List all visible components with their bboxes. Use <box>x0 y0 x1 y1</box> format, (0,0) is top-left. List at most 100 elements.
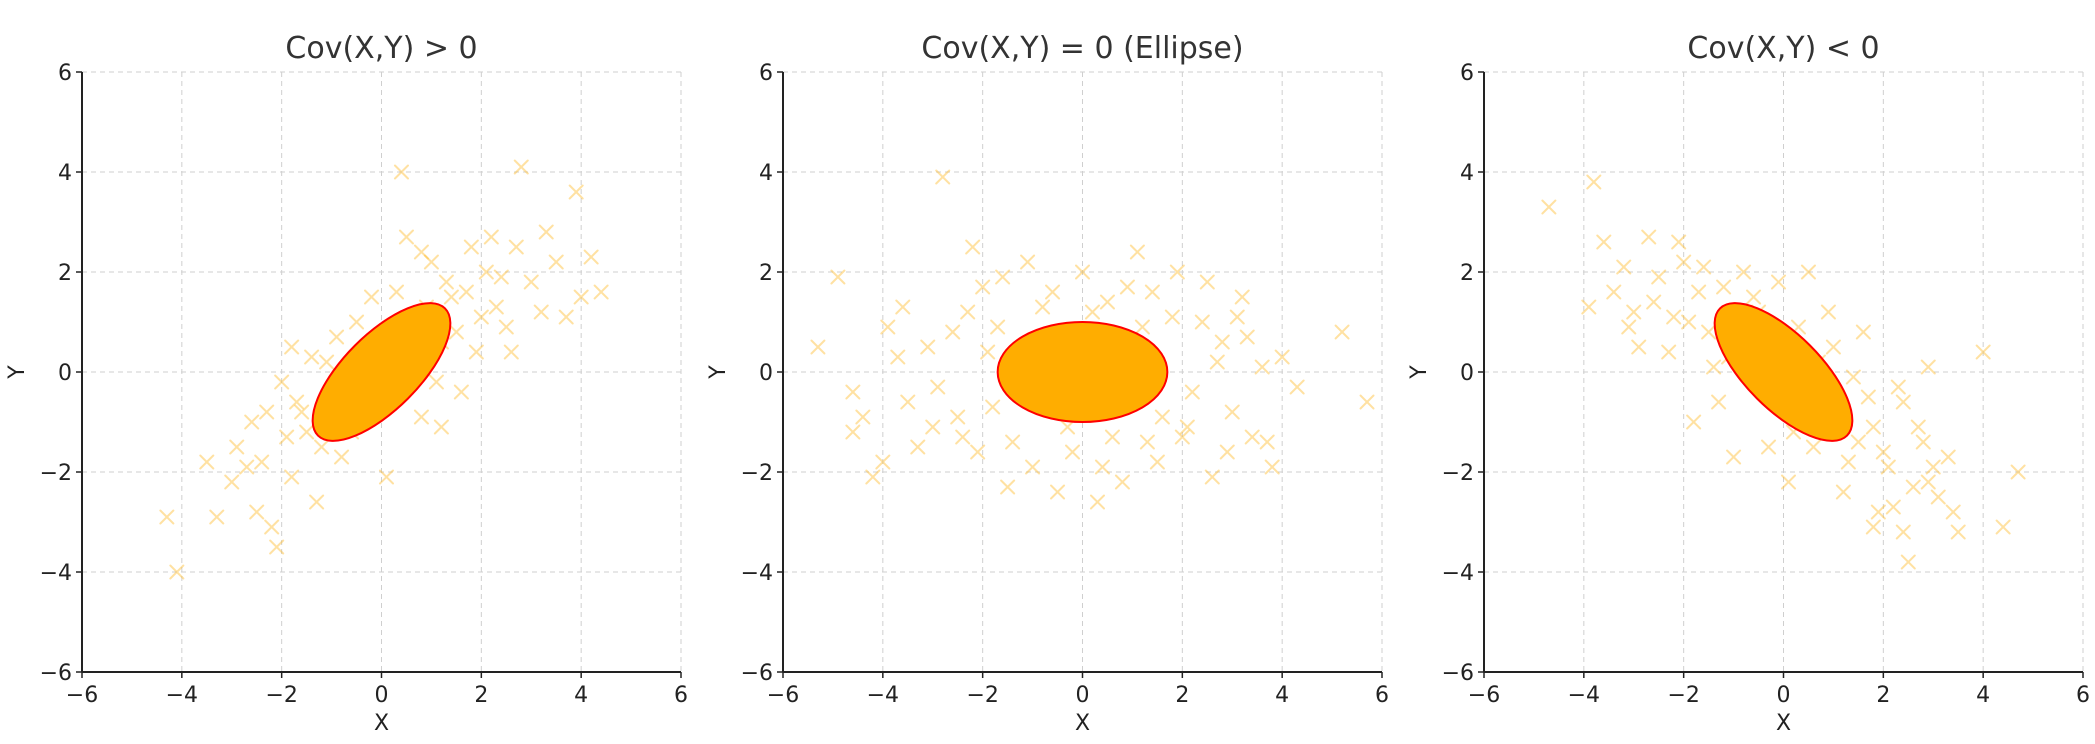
point-stroke <box>970 444 986 460</box>
point-stroke <box>1169 264 1185 280</box>
y-axis-label: Y <box>1407 365 1432 380</box>
scatter-point <box>2010 464 2026 480</box>
point-stroke <box>264 519 280 535</box>
scatter-point <box>1850 434 1866 450</box>
point-stroke <box>845 384 861 400</box>
point-stroke <box>1621 319 1637 335</box>
scatter-point <box>1711 394 1727 410</box>
point-stroke <box>523 274 539 290</box>
point-stroke <box>1179 419 1195 435</box>
point-stroke <box>830 269 846 285</box>
scatter-point <box>548 254 564 270</box>
y-tick-label: 6 <box>1460 61 1474 86</box>
scatter-point <box>413 409 429 425</box>
point-stroke <box>890 349 906 365</box>
point-stroke <box>1676 254 1692 270</box>
point-stroke <box>533 304 549 320</box>
point-stroke <box>1761 439 1777 455</box>
point-stroke <box>284 469 300 485</box>
point-stroke <box>1129 244 1145 260</box>
point-stroke <box>1661 344 1677 360</box>
point-stroke <box>378 469 394 485</box>
scatter-point <box>1139 434 1155 450</box>
point-stroke <box>1259 434 1275 450</box>
point-stroke <box>259 404 275 420</box>
point-stroke <box>1800 264 1816 280</box>
point-stroke <box>945 324 961 340</box>
scatter-point <box>980 344 996 360</box>
y-tick-label: 4 <box>58 161 72 186</box>
point-stroke <box>925 419 941 435</box>
point-stroke <box>1686 414 1702 430</box>
scatter-point <box>1626 304 1642 320</box>
point-stroke <box>558 309 574 325</box>
scatter-point <box>1860 389 1876 405</box>
point-stroke <box>1065 444 1081 460</box>
point-stroke <box>349 314 365 330</box>
point-stroke <box>314 439 330 455</box>
point-stroke <box>1596 234 1612 250</box>
scatter-point <box>573 289 589 305</box>
point-stroke <box>488 299 504 315</box>
scatter-point <box>990 319 1006 335</box>
scatter-point <box>1646 294 1662 310</box>
x-tick-label: 4 <box>1976 683 1990 708</box>
y-tick-label: 4 <box>1460 161 1474 186</box>
point-stroke <box>1865 519 1881 535</box>
x-tick-label: −2 <box>966 683 998 708</box>
scatter-point <box>1154 409 1170 425</box>
point-stroke <box>1626 304 1642 320</box>
point-stroke <box>1289 379 1305 395</box>
point-stroke <box>1149 454 1165 470</box>
scatter-point <box>269 539 285 555</box>
scatter-point <box>1641 229 1657 245</box>
scatter-point <box>970 444 986 460</box>
point-stroke <box>289 394 305 410</box>
scatter-point <box>1184 384 1200 400</box>
point-stroke <box>1870 504 1886 520</box>
scatter-point <box>493 269 509 285</box>
point-stroke <box>965 239 981 255</box>
point-stroke <box>1890 379 1906 395</box>
x-tick-label: −6 <box>767 683 799 708</box>
scatter-point <box>1890 379 1906 395</box>
point-stroke <box>423 254 439 270</box>
point-stroke <box>423 254 439 270</box>
point-stroke <box>1089 494 1105 510</box>
point-stroke <box>1045 284 1061 300</box>
y-tick-label: 4 <box>759 161 773 186</box>
scatter-point <box>428 374 444 390</box>
y-tick-label: −4 <box>40 561 72 586</box>
x-tick-label: 0 <box>1076 683 1090 708</box>
x-tick-label: −2 <box>1667 683 1699 708</box>
point-stroke <box>1089 494 1105 510</box>
scatter-point <box>533 304 549 320</box>
point-stroke <box>1651 269 1667 285</box>
point-stroke <box>498 319 514 335</box>
scatter-point <box>1050 484 1066 500</box>
point-stroke <box>875 454 891 470</box>
y-tick-label: −2 <box>1442 461 1474 486</box>
scatter-point <box>1825 339 1841 355</box>
point-stroke <box>1065 444 1081 460</box>
point-stroke <box>1144 284 1160 300</box>
point-stroke <box>1651 269 1667 285</box>
scatter-point <box>975 279 991 295</box>
point-stroke <box>1094 459 1110 475</box>
point-stroke <box>1910 419 1926 435</box>
point-stroke <box>1860 389 1876 405</box>
point-stroke <box>508 239 524 255</box>
point-stroke <box>458 284 474 300</box>
point-stroke <box>1800 264 1816 280</box>
point-stroke <box>1214 334 1230 350</box>
scatter-point <box>845 384 861 400</box>
point-stroke <box>239 459 255 475</box>
x-tick-label: −4 <box>867 683 899 708</box>
point-stroke <box>1139 434 1155 450</box>
point-stroke <box>1840 454 1856 470</box>
point-stroke <box>1790 319 1806 335</box>
scatter-point <box>1920 474 1936 490</box>
point-stroke <box>1144 284 1160 300</box>
confidence-ellipse <box>1713 302 1854 442</box>
point-stroke <box>1850 434 1866 450</box>
